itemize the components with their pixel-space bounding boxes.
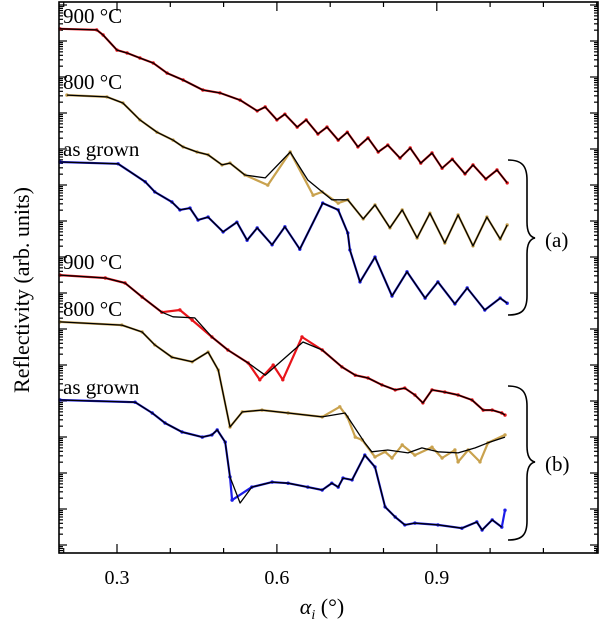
x-axis-unit: (°) xyxy=(321,594,344,619)
data-point xyxy=(190,318,194,322)
x-tick-labels: 0.3 0.6 0.9 xyxy=(105,567,450,589)
data-point xyxy=(311,193,315,197)
series-a-800-c xyxy=(65,93,509,248)
data-point xyxy=(266,183,270,187)
plot-frame xyxy=(58,1,599,554)
data-point xyxy=(353,435,357,439)
data-point xyxy=(336,201,340,205)
fit-curve xyxy=(59,321,506,454)
x-axis-symbol: α xyxy=(300,594,312,619)
data-point xyxy=(440,456,444,460)
series-label-b-900: 900 °C xyxy=(63,250,122,274)
series-a-900-c xyxy=(58,27,509,185)
measured-curve xyxy=(58,398,507,532)
data-point xyxy=(478,460,482,464)
fit-curve xyxy=(66,94,508,247)
data-point xyxy=(430,445,434,449)
series-label-a-800: 800 °C xyxy=(63,70,122,94)
x-axis-label: αi (°) xyxy=(300,594,344,623)
series-b-as-grown xyxy=(58,398,507,532)
data-point xyxy=(503,433,507,437)
series-a-as-grown xyxy=(58,160,509,312)
data-point xyxy=(453,448,457,452)
data-point xyxy=(338,405,342,409)
x-tick-label: 0.9 xyxy=(424,567,449,589)
series-b-800-c xyxy=(58,320,507,464)
x-axis-subscript: i xyxy=(311,608,315,623)
data-point xyxy=(230,498,234,502)
data-point xyxy=(281,378,285,382)
series-label-a-as-grown: as grown xyxy=(63,137,140,161)
data-point xyxy=(390,456,394,460)
data-point xyxy=(400,443,404,447)
data-point xyxy=(271,363,275,367)
series-b-900-c xyxy=(58,273,507,417)
fit-curve xyxy=(59,399,503,531)
series-layer xyxy=(58,27,509,532)
series-label-b-800: 800 °C xyxy=(63,297,122,321)
series-label-a-900: 900 °C xyxy=(63,4,122,28)
group-label-b: (b) xyxy=(545,452,570,476)
series-label-b-as-grown: as grown xyxy=(63,375,140,399)
group-label-a: (a) xyxy=(545,228,568,252)
x-tick-label: 0.6 xyxy=(264,567,289,589)
group-brace-b xyxy=(507,385,536,541)
data-point xyxy=(456,460,460,464)
data-point xyxy=(413,453,417,457)
group-brace-a xyxy=(507,159,536,316)
fit-curve xyxy=(59,161,508,311)
data-point xyxy=(373,455,377,459)
data-point xyxy=(503,508,507,512)
fit-curve xyxy=(59,28,508,184)
axis-ticks xyxy=(59,2,598,554)
x-tick-label: 0.3 xyxy=(105,567,130,589)
fit-curve xyxy=(59,274,506,416)
y-axis-label: Reflectivity (arb. units) xyxy=(9,187,34,393)
data-point xyxy=(178,308,182,312)
data-point xyxy=(258,378,262,382)
series-labels: 900 °C 800 °C as grown 900 °C 800 °C as … xyxy=(63,4,140,399)
data-point xyxy=(300,335,304,339)
